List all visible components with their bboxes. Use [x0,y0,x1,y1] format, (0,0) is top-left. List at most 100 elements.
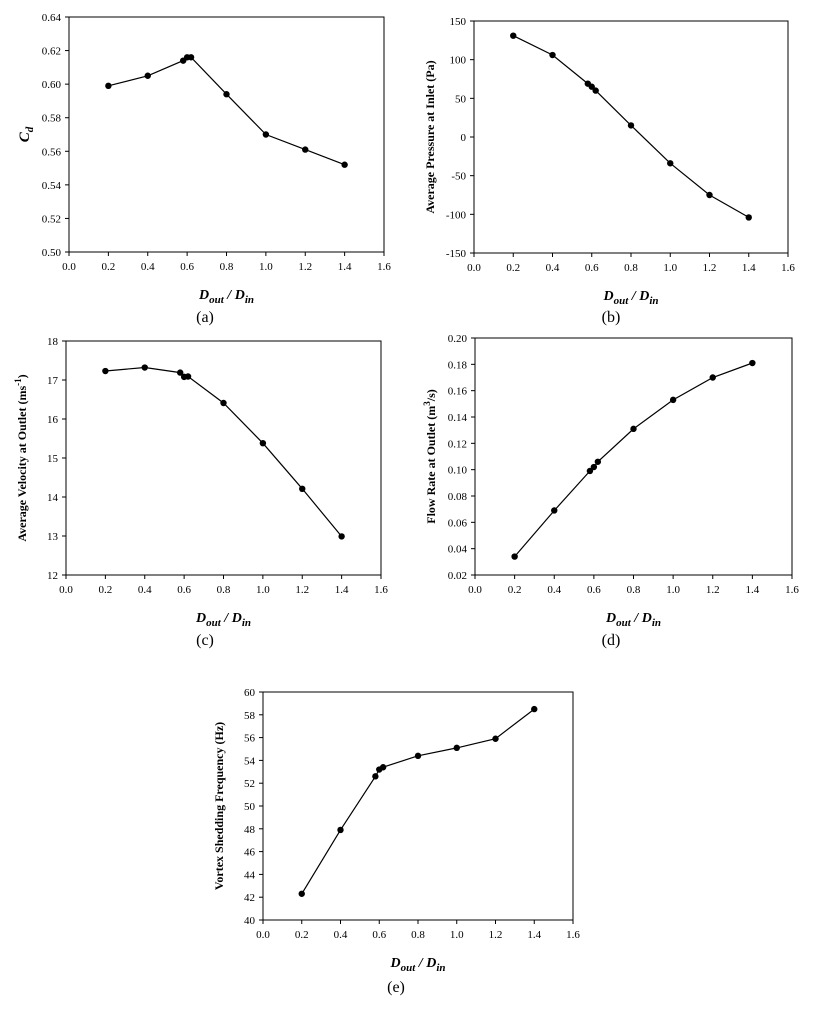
x-axis-title-sub: out [206,617,222,629]
x-tick-label: 1.6 [785,584,799,596]
y-tick-label: 40 [244,915,256,927]
data-point [510,32,517,39]
x-axis-title: Dout / Din [605,611,661,629]
series-line [105,366,343,537]
x-axis-title: Dout / Din [198,288,254,306]
chart-panel-5: 0.0 0.2 0.4 0.6 0.8 1.0 1.2 1.4 1.6 40 42 44 46 48 50 5… [212,687,580,996]
plot-frame [65,340,382,576]
x-tick-label: 1.2 [298,261,312,273]
x-axis-title-sub: in [245,294,254,306]
y-tick-label: 17 [47,375,59,387]
panel-caption: (c) [196,632,214,649]
x-tick-label: 1.6 [377,261,391,273]
data-point [338,533,345,540]
y-axis-title-tail: ) [15,374,29,378]
x-tick-label: 0.2 [506,262,520,274]
y-tick-label: 14 [47,492,59,504]
x-tick-label: 0.6 [180,261,194,273]
y-tick-label: 0.62 [42,46,61,58]
data-point [627,122,635,129]
x-tick-label: 1.2 [489,929,503,941]
data-point [144,72,151,79]
y-tick-label: 0.06 [448,517,468,529]
y-tick-label: 0.50 [42,247,62,259]
y-tick-label: 13 [47,531,59,543]
x-tick-label: 0.8 [624,262,638,274]
data-point [492,735,499,742]
x-tick-label: 0.0 [256,929,270,941]
x-tick-label: 0.0 [467,262,481,274]
x-axis-title-sub: out [401,962,417,974]
y-tick-label: 46 [244,847,256,859]
y-axis-title-part: Average Velocity at Outlet (ms [15,386,29,542]
plot-frame [262,691,574,921]
x-tick-label: 0.8 [220,261,234,273]
data-point [586,467,594,475]
panel-caption: (d) [602,632,621,649]
data-point [749,359,756,367]
y-tick-label: 50 [455,93,467,105]
x-tick-label: 1.2 [295,584,309,596]
x-tick-label: 1.0 [666,584,680,596]
data-point [414,752,422,760]
x-axis-title-part: D [641,611,652,626]
data-point [223,91,230,98]
x-tick-label: 0.4 [141,261,155,273]
x-axis-title-part: D [195,611,206,626]
y-tick-label: 0.54 [42,180,62,192]
x-axis-title-part: D [234,288,245,303]
x-tick-label: 0.6 [177,584,191,596]
y-tick-label: 60 [244,687,256,699]
data-point [551,507,558,514]
x-axis-title-sep: / [415,956,426,971]
x-axis-title-sep: / [628,289,639,304]
data-point [549,51,556,59]
x-tick-label: 1.6 [374,584,388,596]
x-tick-label: 0.8 [217,584,231,596]
x-tick-label: 0.0 [468,584,482,596]
data-point [630,425,637,433]
y-tick-label: 0.52 [42,213,61,225]
x-axis-title-sub: in [242,617,251,629]
data-point [590,463,598,471]
y-tick-label: 16 [47,414,59,426]
x-axis-title-part: D [198,288,209,303]
x-tick-label: 1.2 [703,262,717,274]
x-tick-label: 0.2 [295,929,309,941]
x-tick-label: 1.0 [256,584,270,596]
y-tick-label: 12 [47,570,58,582]
x-axis-title-sub: out [209,294,225,306]
y-axis-title-part: Average Pressure at Inlet (Pa) [423,60,437,213]
y-tick-label: 58 [244,710,256,722]
data-point [105,82,112,90]
x-tick-label: 1.4 [338,261,352,273]
y-axis-title: Flow Rate at Outlet (m3/s) [422,389,438,523]
series-line [514,362,753,557]
y-tick-label: -100 [446,209,467,221]
x-axis-title-part: D [638,289,649,304]
y-tick-label: 18 [47,336,59,348]
x-tick-label: 0.2 [102,261,116,273]
y-axis-title: Average Velocity at Outlet (ms-1) [13,374,29,541]
x-tick-label: 0.0 [59,584,73,596]
y-tick-label: 0 [461,132,467,144]
data-point [102,367,109,375]
data-point [709,374,716,381]
panel-caption: (a) [196,309,214,326]
series-line [108,56,345,166]
data-point [745,214,752,221]
x-tick-label: 0.4 [547,584,561,596]
x-tick-label: 1.6 [781,262,795,274]
chart-panel-1: 0.0 0.2 0.4 0.6 0.8 1.0 1.2 1.4 1.6 0.50 0.52 0.54 0… [17,12,391,326]
x-tick-label: 0.8 [411,929,425,941]
x-axis-title-part: D [605,611,616,626]
x-axis-title-sep: / [221,611,232,626]
data-point [259,439,267,447]
data-point [299,485,306,493]
data-point [176,369,184,376]
x-tick-label: 1.0 [259,261,273,273]
data-point [453,744,460,752]
y-tick-label: 0.02 [448,570,467,582]
data-point [141,364,148,371]
panel-caption: (e) [387,979,405,996]
